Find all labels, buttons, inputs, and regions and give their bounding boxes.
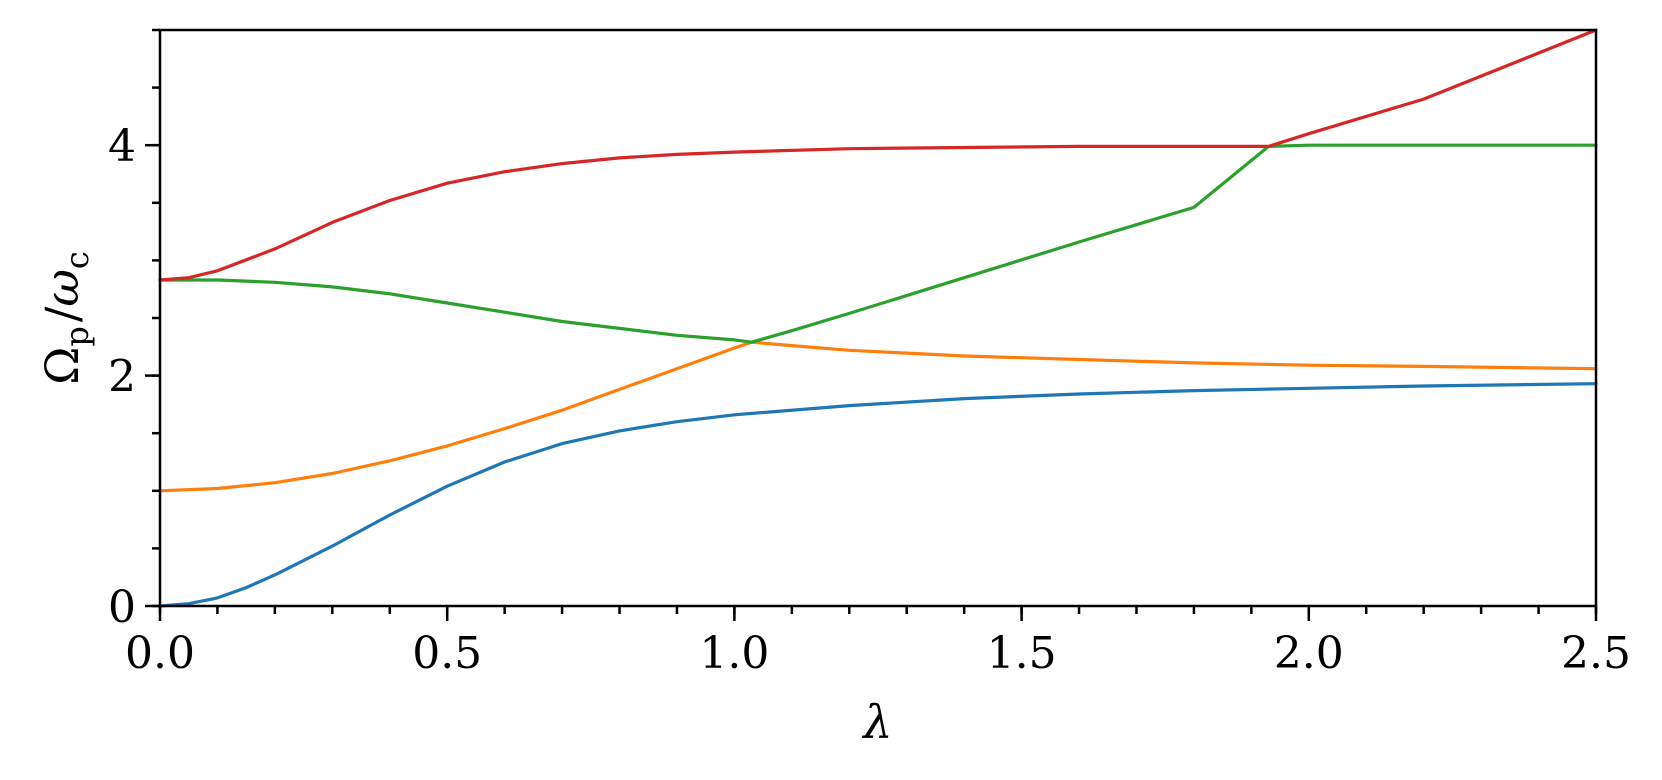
y-axis-label-omega-cap: Ω xyxy=(35,347,89,385)
x-tick-label: 0.0 xyxy=(125,628,195,679)
series-line-1 xyxy=(158,382,1598,608)
y-tick-label: 0 xyxy=(108,582,136,633)
x-tick-label: 2.0 xyxy=(1274,628,1344,679)
labels-layer: 0.0 0.5 1.0 1.5 2.0 2.5 0 2 4 xyxy=(108,121,1631,679)
x-axis-label: λ xyxy=(861,695,892,749)
y-tick-label: 2 xyxy=(108,352,136,403)
x-tick-label: 2.5 xyxy=(1561,628,1631,679)
y-axis-label-sub-c: c xyxy=(58,251,96,269)
plot-frame xyxy=(158,28,1598,608)
y-axis-label: Ωp /ωc xyxy=(35,251,96,385)
y-axis-label-sub-p: p xyxy=(58,326,96,346)
series-line-4 xyxy=(158,28,1598,282)
ticks-layer xyxy=(145,28,1598,621)
series-line-2 xyxy=(158,340,1598,493)
svg-text:Ωp/ωc: Ωp /ωc xyxy=(35,251,96,385)
x-tick-label: 0.5 xyxy=(412,628,482,679)
x-tick-label: 1.5 xyxy=(987,628,1057,679)
y-axis-label-omega: ω xyxy=(35,269,89,307)
y-axis-label-slash: / xyxy=(35,306,89,322)
y-tick-label: 4 xyxy=(108,121,136,172)
x-tick-label: 1.0 xyxy=(699,628,769,679)
series-line-3 xyxy=(158,143,1598,344)
series-layer xyxy=(158,28,1598,608)
